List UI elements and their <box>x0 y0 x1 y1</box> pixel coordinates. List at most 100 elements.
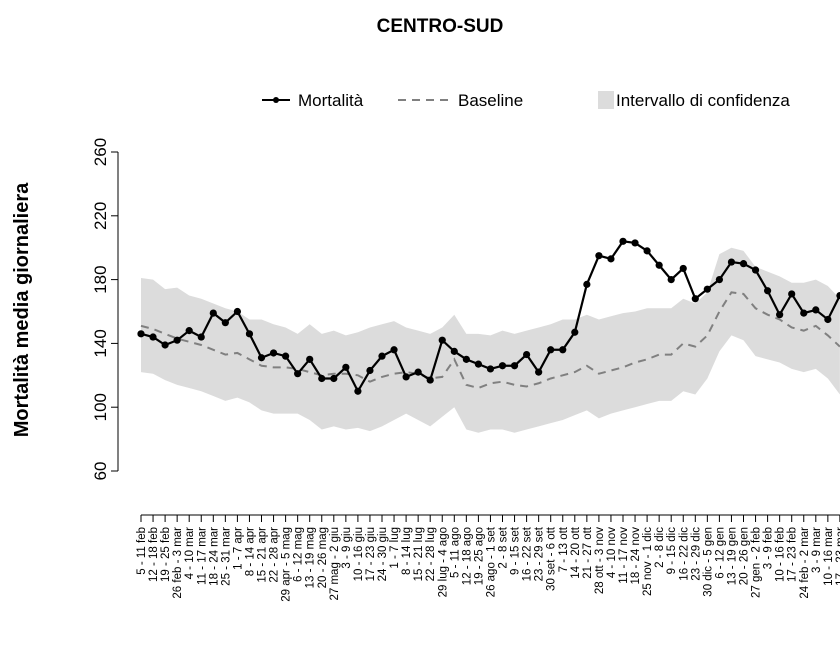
x-tick-label: 20 - 26 gen <box>739 527 751 585</box>
x-tick-label: 2 - 8 set <box>498 526 510 568</box>
mortality-point <box>523 350 531 359</box>
mortality-point <box>619 237 627 245</box>
x-tick-label: 29 lug - 4 ago <box>437 527 449 597</box>
legend-label: Intervallo di confidenza <box>616 91 790 110</box>
mortality-point <box>245 330 254 338</box>
x-tick-label: 13 - 19 gen <box>726 527 738 585</box>
x-tick-label: 6 - 12 mag <box>293 527 305 582</box>
mortality-point <box>836 291 840 300</box>
chart-title: CENTRO-SUD <box>377 16 504 37</box>
mortality-point <box>559 346 567 354</box>
mortality-point <box>197 333 205 341</box>
mortality-point <box>595 252 603 260</box>
x-tick-label: 11 - 17 mar <box>196 527 208 585</box>
mortality-point <box>306 355 314 363</box>
x-tick-label: 10 - 16 feb <box>775 527 787 582</box>
mortality-point <box>739 260 748 268</box>
x-tick-label: 30 dic - 5 gen <box>702 527 714 597</box>
x-tick-label: 5 - 11 feb <box>136 527 148 575</box>
mortality-point <box>209 309 217 317</box>
y-tick-label: 140 <box>91 329 110 357</box>
mortality-point <box>691 295 699 303</box>
mortality-point <box>727 258 736 266</box>
x-tick-label: 16 - 22 dic <box>678 527 690 581</box>
mortality-point <box>137 330 145 338</box>
x-tick-label: 3 - 9 mar <box>811 527 823 573</box>
mortality-point <box>751 266 760 274</box>
mortality-point <box>643 247 651 255</box>
mortality-point <box>378 352 386 360</box>
x-tick-label: 14 - 20 ott <box>570 526 582 579</box>
y-tick-label: 260 <box>91 138 110 166</box>
x-tick-label: 21 - 27 ott <box>582 526 594 579</box>
x-tick-label: 2 - 8 dic <box>654 527 666 568</box>
mortality-point <box>173 336 181 344</box>
x-tick-label: 26 feb - 3 mar <box>172 527 184 599</box>
mortality-point <box>318 374 326 383</box>
mortality-point <box>583 280 591 288</box>
x-tick-label: 17 - 23 feb <box>787 527 799 582</box>
x-tick-label: 15 - 21 apr <box>257 527 269 583</box>
legend-swatch <box>598 91 614 109</box>
mortality-point <box>715 276 724 284</box>
mortality-point <box>631 239 639 247</box>
x-tick-label: 11 - 17 nov <box>618 527 630 584</box>
x-tick-label: 8 - 14 apr <box>244 527 256 576</box>
mortality-point <box>655 261 663 269</box>
mortality-point <box>294 370 302 378</box>
x-tick-label: 4 - 10 mar <box>184 527 196 580</box>
mortality-point <box>510 362 519 370</box>
x-tick-label: 18 - 24 nov <box>630 527 642 585</box>
x-tick-label: 1 - 7 lug <box>389 527 401 569</box>
confidence-band <box>141 247 840 433</box>
x-tick-label: 23 - 29 dic <box>690 527 702 581</box>
x-tick-label: 13 - 19 mag <box>305 527 317 588</box>
x-tick-label: 9 - 15 dic <box>666 527 678 575</box>
y-axis-label: Mortalità media giornaliera <box>11 182 33 437</box>
x-tick-label: 28 ott - 3 nov <box>594 527 606 594</box>
mortality-point <box>764 287 772 295</box>
x-tick-label: 23 - 29 set <box>534 526 546 581</box>
x-tick-label: 18 - 24 mar <box>208 527 220 586</box>
x-tick-label: 1 - 7 apr <box>232 527 244 570</box>
mortality-point <box>330 374 338 383</box>
mortality-point <box>269 349 278 357</box>
mortality-point <box>788 290 796 298</box>
y-tick-label: 180 <box>91 265 110 293</box>
mortality-point <box>571 328 579 336</box>
mortality-point <box>354 387 362 395</box>
x-tick-label: 19 - 25 ago <box>473 527 485 585</box>
x-tick-label: 26 ago - 1 set <box>485 526 497 597</box>
x-tick-label: 7 - 13 ott <box>558 526 570 572</box>
mortality-point <box>535 368 543 376</box>
mortality-point <box>390 346 398 354</box>
x-tick-label: 27 mag - 2 giu <box>329 527 341 601</box>
baseline-line <box>140 291 840 390</box>
x-tick-label: 3 - 9 giu <box>341 527 353 569</box>
mortality-point <box>149 333 157 341</box>
mortality-point <box>667 276 675 284</box>
y-tick-label: 60 <box>91 462 110 481</box>
x-tick-label: 6 - 12 gen <box>714 527 726 579</box>
legend-marker <box>273 97 279 103</box>
x-tick-label: 12 - 18 ago <box>461 527 473 585</box>
mortality-point <box>221 319 229 327</box>
mortality-point <box>426 376 434 384</box>
y-tick-label: 100 <box>91 393 110 421</box>
mortality-point <box>462 355 470 363</box>
x-tick-label: 8 - 14 lug <box>401 527 413 575</box>
mortality-point <box>703 285 711 293</box>
legend-label: Baseline <box>458 91 523 110</box>
mortality-point <box>450 347 458 355</box>
x-tick-label: 17 - 23 mar <box>835 527 840 586</box>
x-tick-label: 12 - 18 feb <box>148 527 160 582</box>
mortality-point <box>161 341 169 349</box>
x-tick-label: 27 gen - 2 feb <box>751 527 763 598</box>
x-tick-label: 16 - 22 set <box>522 526 534 581</box>
mortality-point <box>185 327 193 335</box>
x-tick-label: 10 - 16 giu <box>353 527 365 581</box>
mortality-point <box>498 362 507 370</box>
x-tick-label: 20 - 26 mag <box>317 527 329 588</box>
mortality-point <box>414 368 422 376</box>
x-tick-label: 29 apr - 5 mag <box>281 527 293 602</box>
